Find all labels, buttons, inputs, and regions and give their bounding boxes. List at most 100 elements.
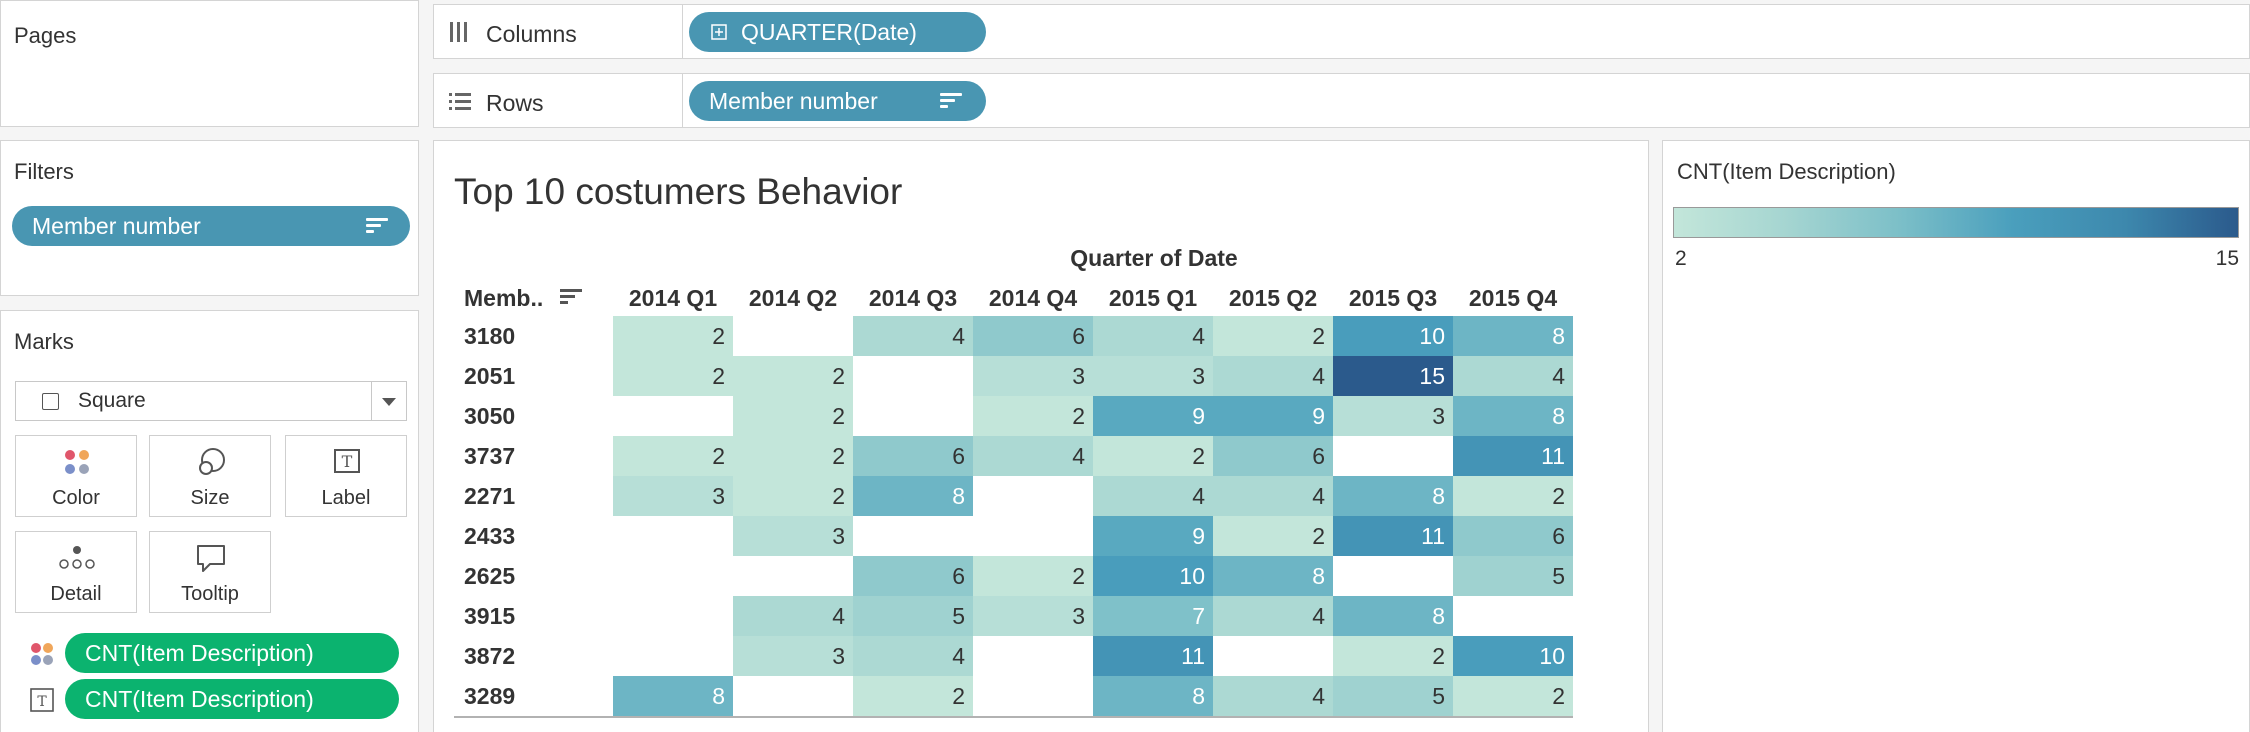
columns-pill-quarter-date[interactable]: QUARTER(Date) [689, 12, 986, 52]
row-tick-label[interactable]: 2051 [464, 363, 515, 389]
size-button[interactable]: Size [149, 435, 271, 517]
heatmap-cell[interactable] [733, 636, 853, 676]
heatmap-cell[interactable] [1093, 676, 1213, 716]
heatmap-cell[interactable] [1453, 316, 1573, 356]
heatmap-cell[interactable] [1093, 396, 1213, 436]
column-header-title: Quarter of Date [1070, 245, 1238, 271]
heatmap-cell[interactable] [1213, 356, 1333, 396]
heatmap-cell[interactable] [1093, 596, 1213, 636]
heatmap-cell[interactable] [1333, 476, 1453, 516]
heatmap-cell[interactable] [853, 596, 973, 636]
heatmap-cell[interactable] [853, 316, 973, 356]
label-field-label: CNT(Item Description) [85, 686, 314, 712]
heatmap-cell[interactable] [973, 356, 1093, 396]
heatmap-cell[interactable] [733, 356, 853, 396]
heatmap-cell[interactable] [733, 396, 853, 436]
row-tick-label[interactable]: 3915 [464, 603, 515, 629]
color-field-pill[interactable]: CNT(Item Description) [65, 633, 399, 673]
row-tick-label[interactable]: 3872 [464, 643, 515, 669]
filter-pill-label: Member number [32, 213, 201, 239]
row-tick-label[interactable]: 3050 [464, 403, 515, 429]
heatmap-cell[interactable] [973, 316, 1093, 356]
heatmap-cell[interactable] [613, 476, 733, 516]
heatmap-cell[interactable] [1093, 356, 1213, 396]
heatmap-cell-label: 6 [1552, 523, 1565, 549]
heatmap-cell[interactable] [733, 516, 853, 556]
heatmap-cell[interactable] [1453, 436, 1573, 476]
heatmap-cell[interactable] [1333, 396, 1453, 436]
rows-pill-member-number[interactable]: Member number [689, 81, 986, 121]
tooltip-button-label: Tooltip [181, 583, 239, 605]
heatmap-cell[interactable] [1093, 476, 1213, 516]
label-field-pill[interactable]: CNT(Item Description) [65, 679, 399, 719]
heatmap-cell[interactable] [853, 636, 973, 676]
heatmap-cell[interactable] [613, 356, 733, 396]
heatmap-cell-label: 4 [1312, 363, 1325, 389]
heatmap-cell[interactable] [1093, 516, 1213, 556]
heatmap-cell[interactable] [1333, 516, 1453, 556]
rows-shelf[interactable]: Rows Member number [433, 73, 2250, 128]
heatmap-cell[interactable] [1453, 476, 1573, 516]
heatmap[interactable]: Memb.. 2014 Q1 2014 Q2 2014 Q3 2014 Q4 2015 Q… [434, 271, 1634, 732]
heatmap-cell[interactable] [613, 436, 733, 476]
heatmap-cell[interactable] [733, 436, 853, 476]
heatmap-cell[interactable] [853, 436, 973, 476]
heatmap-cell[interactable] [1093, 436, 1213, 476]
heatmap-cell[interactable] [1093, 556, 1213, 596]
heatmap-cell[interactable] [973, 556, 1093, 596]
heatmap-cell[interactable] [613, 676, 733, 716]
heatmap-cell[interactable] [853, 676, 973, 716]
label-button[interactable]: T Label [285, 435, 407, 517]
heatmap-cell[interactable] [1453, 396, 1573, 436]
heatmap-cell[interactable] [1333, 676, 1453, 716]
row-tick-label[interactable]: 2433 [464, 523, 515, 549]
heatmap-cell[interactable] [973, 596, 1093, 636]
heatmap-cell[interactable] [1333, 596, 1453, 636]
color-legend-panel[interactable]: CNT(Item Description) 2 15 [1662, 140, 2250, 732]
row-sort-icon[interactable] [560, 289, 582, 304]
heatmap-cell[interactable] [1453, 636, 1573, 676]
heatmap-cell[interactable] [1213, 676, 1333, 716]
heatmap-cell[interactable] [1093, 636, 1213, 676]
heatmap-cell[interactable] [1213, 396, 1333, 436]
filters-panel[interactable]: Filters Member number [0, 140, 419, 296]
columns-shelf[interactable]: Columns QUARTER(Date) [433, 4, 2250, 59]
heatmap-cell[interactable] [1093, 316, 1213, 356]
detail-button[interactable]: Detail [15, 531, 137, 613]
heatmap-cell[interactable] [1453, 516, 1573, 556]
heatmap-cell[interactable] [973, 396, 1093, 436]
heatmap-cell[interactable] [1453, 676, 1573, 716]
row-tick-label[interactable]: 2271 [464, 483, 515, 509]
heatmap-cell[interactable] [1213, 516, 1333, 556]
color-button[interactable]: Color [15, 435, 137, 517]
heatmap-cell[interactable] [1213, 556, 1333, 596]
row-tick-label[interactable]: 2625 [464, 563, 515, 589]
heatmap-cell-label: 3 [1432, 403, 1445, 429]
heatmap-cell[interactable] [733, 596, 853, 636]
heatmap-cell-label: 4 [1552, 363, 1565, 389]
pages-panel[interactable]: Pages [0, 0, 419, 127]
heatmap-cell[interactable] [853, 556, 973, 596]
heatmap-cell[interactable] [1213, 596, 1333, 636]
size-icon [199, 448, 225, 475]
heatmap-cell[interactable] [1453, 556, 1573, 596]
heatmap-cell[interactable] [1213, 476, 1333, 516]
heatmap-cell-label: 3 [1072, 603, 1085, 629]
row-tick-label[interactable]: 3289 [464, 683, 515, 709]
heatmap-cell[interactable] [1213, 436, 1333, 476]
heatmap-cell[interactable] [973, 436, 1093, 476]
heatmap-cell[interactable] [1333, 636, 1453, 676]
heatmap-cell[interactable] [613, 316, 733, 356]
mark-type-dropdown[interactable]: Square [15, 381, 407, 421]
heatmap-cell[interactable] [853, 476, 973, 516]
heatmap-cell[interactable] [1333, 356, 1453, 396]
heatmap-cell[interactable] [1213, 316, 1333, 356]
viz-panel[interactable]: Top 10 costumers Behavior Quarter of Dat… [433, 140, 1649, 732]
row-tick-label[interactable]: 3180 [464, 323, 515, 349]
heatmap-cell[interactable] [733, 476, 853, 516]
row-tick-label[interactable]: 3737 [464, 443, 515, 469]
heatmap-cell[interactable] [1333, 316, 1453, 356]
filter-pill-member-number[interactable]: Member number [12, 206, 410, 246]
tooltip-button[interactable]: Tooltip [149, 531, 271, 613]
heatmap-cell[interactable] [1453, 356, 1573, 396]
